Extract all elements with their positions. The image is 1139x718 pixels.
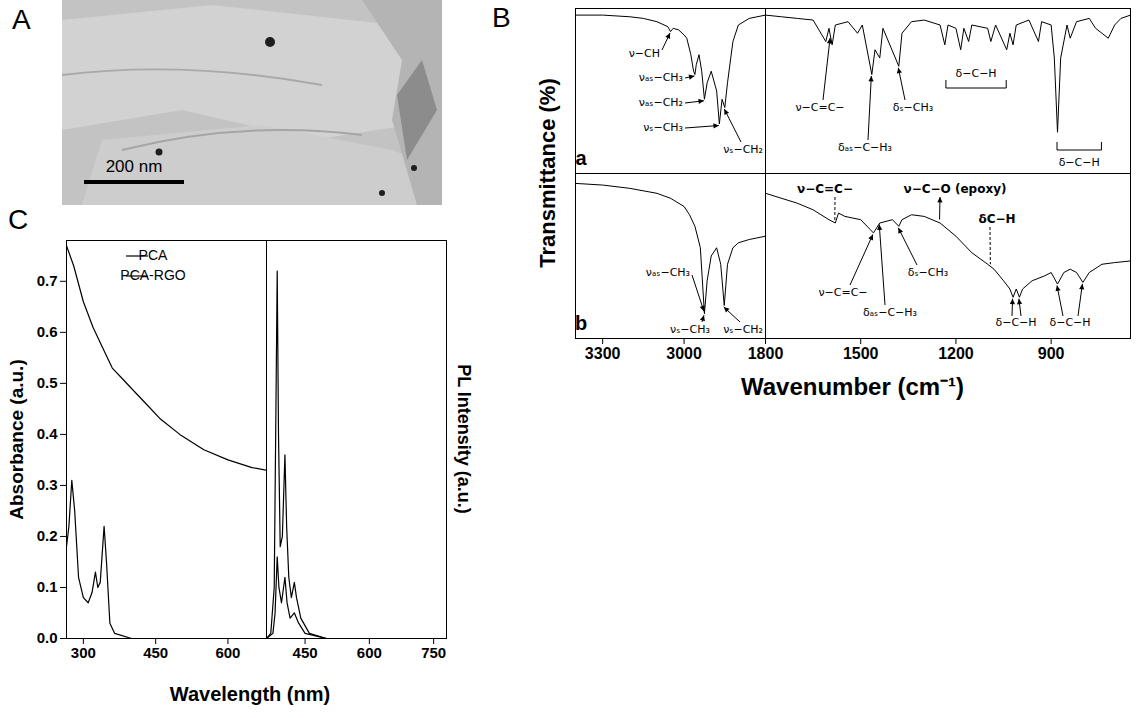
svg-text:νₛ−CH₂: νₛ−CH₂: [723, 143, 763, 156]
html-text:B: B: [492, 2, 511, 33]
svg-text:3300: 3300: [585, 345, 621, 362]
svg-text:PCA: PCA: [139, 247, 168, 263]
svg-text:ν−C=C−: ν−C=C−: [818, 286, 867, 299]
svg-text:b: b: [575, 312, 587, 334]
svg-text:ν−C=C−: ν−C=C−: [797, 182, 853, 196]
svg-text:450: 450: [293, 644, 318, 661]
svg-text:νₛ−CH₃: νₛ−CH₃: [670, 323, 710, 336]
svg-text:ν−C=C−: ν−C=C−: [795, 101, 844, 114]
svg-text:0.5: 0.5: [37, 374, 58, 391]
svg-text:1500: 1500: [843, 345, 879, 362]
svg-text:0.2: 0.2: [37, 527, 58, 544]
svg-text:ν−CH: ν−CH: [629, 47, 660, 60]
svg-text:0.3: 0.3: [37, 476, 58, 493]
svg-text:δ−C−H: δ−C−H: [1059, 156, 1100, 169]
html-text:C: C: [8, 204, 29, 235]
svg-text:νₛ−CH₂: νₛ−CH₂: [723, 323, 763, 336]
svg-text:0.1: 0.1: [37, 578, 58, 595]
svg-text:0.7: 0.7: [37, 272, 58, 289]
svg-text:νₛ−CH₃: νₛ−CH₃: [643, 121, 683, 134]
svg-text:ν−C−O (epoxy): ν−C−O (epoxy): [904, 182, 1007, 196]
svg-text:PCA-RGO: PCA-RGO: [120, 267, 185, 283]
html-text:PL Intensity (a.u.): PL Intensity (a.u.): [454, 364, 474, 514]
svg-text:900: 900: [1038, 345, 1065, 362]
svg-text:600: 600: [215, 644, 240, 661]
svg-text:δC−H: δC−H: [978, 212, 1015, 226]
svg-text:0.0: 0.0: [37, 629, 58, 646]
svg-text:νₐₛ−CH₃: νₐₛ−CH₃: [639, 71, 683, 84]
svg-text:δₐₛ−C−H₃: δₐₛ−C−H₃: [838, 141, 892, 154]
svg-text:νₐₛ−CH₃: νₐₛ−CH₃: [646, 266, 690, 279]
html-text:Absorbance (a.u.): Absorbance (a.u.): [5, 358, 27, 520]
svg-text:750: 750: [421, 644, 446, 661]
html-text:Transmittance (%): Transmittance (%): [535, 78, 560, 268]
html-text:A: A: [12, 4, 31, 35]
svg-text:1200: 1200: [938, 345, 974, 362]
svg-text:450: 450: [143, 644, 168, 661]
svg-text:1800: 1800: [748, 345, 784, 362]
svg-text:δ−C−H: δ−C−H: [995, 316, 1036, 329]
svg-text:δ−C−H: δ−C−H: [956, 67, 997, 80]
html-text:Wavelength (nm): Wavelength (nm): [169, 683, 331, 705]
svg-text:600: 600: [357, 644, 382, 661]
svg-text:δ−C−H: δ−C−H: [1049, 316, 1090, 329]
svg-text:0.4: 0.4: [37, 425, 59, 442]
svg-text:0.6: 0.6: [37, 323, 58, 340]
svg-text:300: 300: [71, 644, 96, 661]
svg-text:δₛ−CH₃: δₛ−CH₃: [893, 101, 933, 114]
svg-text:3000: 3000: [666, 345, 702, 362]
svg-text:νₐₛ−CH₂: νₐₛ−CH₂: [639, 96, 683, 109]
svg-text:δₐₛ−C−H₃: δₐₛ−C−H₃: [863, 306, 917, 319]
svg-text:δₛ−CH₃: δₛ−CH₃: [908, 266, 948, 279]
svg-text:a: a: [575, 147, 587, 169]
html-text:Wavenumber (cm⁻¹): Wavenumber (cm⁻¹): [740, 372, 965, 400]
svg-text:200 nm: 200 nm: [106, 157, 163, 176]
